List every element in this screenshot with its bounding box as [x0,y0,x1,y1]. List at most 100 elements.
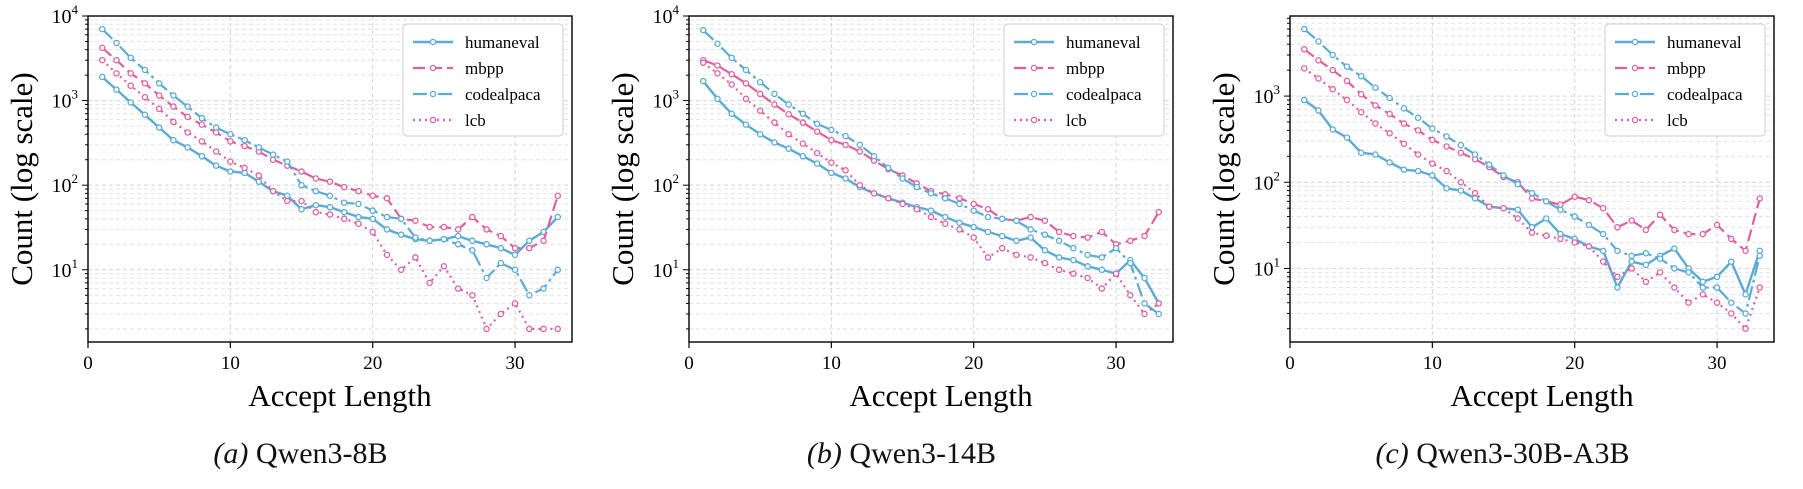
legend: humaneval mbpp codealpaca lcb [402,23,564,137]
x-axis-label: Accept Length [849,378,1033,413]
data-point-lcb [326,211,334,218]
data-point-lcb [1642,278,1650,286]
data-point-mbpp [540,237,547,245]
data-point-humaneval [1357,149,1365,156]
data-point-codealpaca [141,66,149,74]
data-point-lcb [198,138,206,145]
data-point-codealpaca [756,78,764,86]
chart-a: 0 10 20 30 101 102 103 104 Accept Length Count (l… [4,2,573,413]
data-point-lcb [469,291,476,299]
data-point-lcb [799,140,807,147]
data-point-lcb [756,107,764,114]
series-lcb [1300,65,1764,332]
data-point-codealpaca [355,200,362,208]
data-point-lcb [1414,151,1422,158]
caption-b: (b) Qwen3-14B [601,437,1202,471]
series-codealpaca [1300,25,1764,317]
data-point-humaneval [227,168,234,175]
data-point-humaneval [1742,291,1749,298]
legend-box [1604,23,1766,137]
data-point-lcb [483,325,490,333]
data-point-lcb [1671,284,1678,291]
data-point-codealpaca [369,207,376,214]
data-point-humaneval [1315,107,1322,114]
data-point-mbpp [241,142,248,150]
data-point-lcb [540,325,547,333]
data-point-codealpaca [526,291,533,299]
data-point-lcb [1098,285,1106,292]
data-point-humaneval [1642,261,1650,269]
data-point-mbpp [340,183,348,191]
legend-marker-humaneval [429,38,437,46]
data-point-lcb [397,266,405,274]
data-point-codealpaca [1300,25,1308,33]
data-point-mbpp [984,205,992,213]
data-point-humaneval [756,131,764,138]
series-mbpp [1300,45,1764,255]
data-point-humaneval [956,219,963,226]
data-point-mbpp [155,92,163,99]
data-point-lcb [1127,291,1134,299]
data-point-mbpp [1557,201,1564,208]
data-point-codealpaca [298,181,305,189]
data-point-codealpaca [1155,310,1163,318]
data-point-codealpaca [312,187,320,195]
data-point-codealpaca [554,266,562,274]
series-codealpaca [699,26,1163,318]
data-point-lcb [269,187,277,195]
data-point-lcb [1112,270,1120,277]
legend-marker-lcb [1030,116,1038,124]
x-tick-label: 20 [964,353,983,374]
data-point-mbpp [714,62,721,69]
data-point-mbpp [227,138,234,145]
y-tick-label: 103 [653,87,680,113]
data-point-mbpp [355,187,362,195]
data-point-codealpaca [1443,133,1450,140]
legend-marker-mbpp [429,64,437,72]
data-point-mbpp [1728,235,1735,243]
data-point-mbpp [756,90,764,98]
data-point-mbpp [1414,127,1422,134]
x-tick-label: 30 [1107,353,1126,374]
y-axis-label: Count (log scale) [4,72,39,286]
data-point-lcb [284,197,291,205]
data-point-codealpaca [1713,284,1721,291]
data-point-codealpaca [1642,249,1650,257]
y-tick-label: 103 [52,87,79,113]
data-point-mbpp [1098,228,1106,236]
data-point-lcb [728,81,735,88]
data-point-mbpp [469,213,476,221]
data-point-mbpp [799,119,807,126]
data-point-humaneval [355,213,362,221]
data-point-mbpp [298,168,305,175]
data-point-lcb [1542,232,1550,239]
data-point-humaneval [141,111,149,119]
data-point-humaneval [340,208,348,216]
y-tick-label: 101 [52,256,79,282]
data-point-mbpp [98,44,106,52]
series-lcb [699,59,1163,318]
data-point-mbpp [1443,143,1450,150]
data-point-codealpaca [1585,221,1593,229]
data-point-mbpp [771,101,778,108]
data-point-codealpaca [1500,172,1507,179]
data-point-humaneval [326,203,334,211]
data-point-mbpp [1084,234,1091,241]
x-tick-label: 10 [221,353,240,374]
axes-frame [87,15,573,343]
data-point-codealpaca [1315,38,1322,45]
y-tick-label: 102 [52,171,79,197]
data-point-lcb [170,118,177,126]
data-point-codealpaca [98,25,106,33]
data-point-mbpp [1742,247,1749,255]
data-point-humaneval [1141,274,1148,282]
x-tick-label: 20 [1565,353,1584,374]
data-point-mbpp [742,80,750,87]
data-point-humaneval [813,160,821,167]
data-point-mbpp [1528,195,1536,202]
data-point-lcb [742,95,750,103]
data-point-codealpaca [984,213,992,221]
data-point-lcb [771,119,778,126]
series-humaneval [1300,96,1764,298]
legend: humaneval mbpp codealpaca lcb [1003,23,1165,137]
